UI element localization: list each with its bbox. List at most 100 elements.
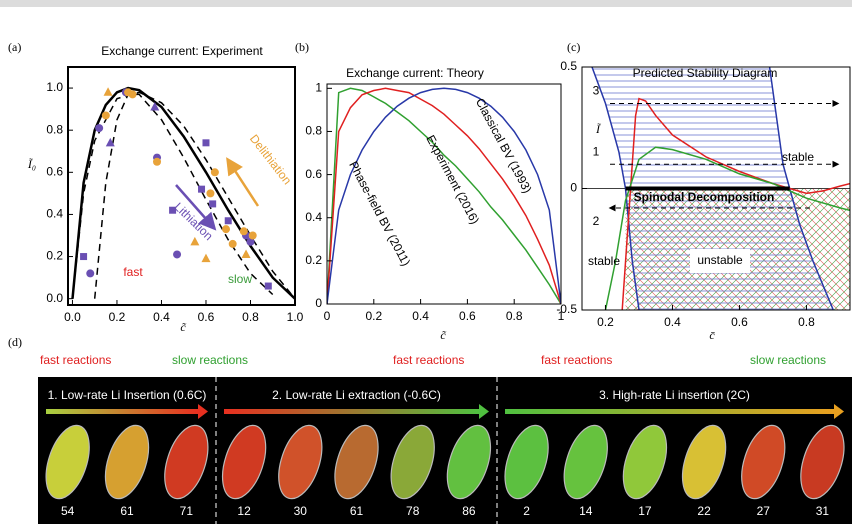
point — [202, 139, 209, 146]
y-tick-label: 0 — [315, 296, 322, 310]
trajectory-label: 1 — [593, 144, 600, 158]
y-tick-label: 0.6 — [46, 164, 63, 178]
annotation: stable — [782, 150, 814, 164]
panel-label: (c) — [567, 40, 580, 54]
section-title: 1. Low-rate Li Insertion (0.6C) — [48, 388, 207, 402]
y-tick-label: 0.4 — [46, 207, 63, 221]
point — [229, 240, 237, 248]
annotation: slow — [228, 272, 252, 286]
reaction-label: slow reactions — [172, 353, 248, 367]
top-band — [0, 0, 852, 7]
point — [102, 111, 110, 119]
x-axis-label: c̃ — [440, 328, 446, 342]
delithiation-arrow — [228, 160, 258, 206]
point — [80, 253, 87, 260]
y-axis-label: Ĩ₀ — [27, 157, 36, 171]
section-title: 3. High-rate Li insertion (2C) — [599, 388, 750, 402]
rate-arrow — [46, 409, 198, 414]
x-tick-label: 0.4 — [412, 309, 429, 323]
y-tick-label: 0.2 — [46, 249, 63, 263]
y-tick-label: 0.2 — [305, 253, 322, 267]
x-tick-label: 0.4 — [153, 310, 170, 324]
panel-label: (a) — [8, 40, 21, 54]
x-tick-label: 0.4 — [664, 315, 681, 329]
panel: (b) Exchange current: Theory c̃ 0 0.2 0.4 0.6 0… — [295, 40, 565, 342]
point — [265, 283, 272, 290]
reaction-label: slow reactions — [750, 353, 826, 367]
figure: (a)Exchange current: Experimentc̃Ĩ₀0.00.… — [0, 0, 852, 524]
frame-label: 27 — [757, 504, 771, 518]
annotation: stable — [588, 254, 620, 268]
x-tick-label: 0.2 — [365, 309, 382, 323]
y-tick-label: 0.5 — [560, 59, 577, 73]
trajectory-label: 3 — [593, 84, 600, 98]
point — [242, 249, 251, 258]
frame-label: 61 — [350, 504, 364, 518]
y-axis-label: Ĩ — [595, 122, 602, 136]
curve — [327, 88, 561, 304]
frame-label: 22 — [697, 504, 711, 518]
x-tick-label: 0.8 — [506, 309, 523, 323]
point — [249, 231, 257, 239]
rate-arrow — [224, 409, 479, 414]
point — [95, 124, 103, 132]
x-axis-label: c̄ — [709, 328, 715, 342]
x-tick-label: 0.0 — [64, 310, 81, 324]
y-tick-label: 1.0 — [46, 80, 63, 94]
frame-label: 71 — [180, 504, 194, 518]
frame-label: 14 — [579, 504, 593, 518]
curve — [327, 88, 561, 304]
point — [129, 90, 137, 98]
plot-area — [327, 88, 561, 304]
x-tick-label: 0.2 — [109, 310, 126, 324]
x-tick-label: 0.6 — [459, 309, 476, 323]
y-tick-label: 0.8 — [305, 124, 322, 138]
point — [173, 250, 181, 258]
x-tick-label: 0 — [324, 309, 331, 323]
y-tick-label: 0 — [570, 181, 577, 195]
frame-label: 31 — [816, 504, 830, 518]
y-tick-label: 0.0 — [46, 291, 63, 305]
point — [198, 186, 205, 193]
annotation: Spinodal Decomposition — [634, 190, 775, 204]
x-tick-label: 0.8 — [242, 310, 259, 324]
point — [153, 158, 161, 166]
x-axis-label: c̃ — [180, 320, 186, 334]
rate-arrow — [505, 409, 834, 414]
annotation: Experiment (2016) — [423, 133, 482, 227]
point — [240, 227, 248, 235]
reaction-label: fast reactions — [541, 353, 612, 367]
y-tick-label: 0.8 — [46, 122, 63, 136]
chart-title: Predicted Stability Diagram — [633, 66, 778, 80]
x-tick-label: 0.2 — [597, 315, 614, 329]
annotation: fast — [123, 265, 143, 279]
y-tick-label: 0.4 — [305, 210, 322, 224]
y-tick-label: 0.6 — [305, 167, 322, 181]
frame-label: 2 — [523, 504, 530, 518]
panel: (c) Predicted Stability Diagram c̄ Ĩ 0.2 0.4 0… — [556, 40, 850, 342]
curve — [327, 88, 561, 304]
annotation: Phase-field BV (2011) — [346, 159, 413, 268]
point — [222, 225, 230, 233]
frame-label: 61 — [120, 504, 134, 518]
frame-label: 54 — [61, 504, 75, 518]
curve — [95, 94, 273, 298]
x-tick-label: 0.8 — [798, 315, 815, 329]
frame-label: 78 — [406, 504, 420, 518]
point — [225, 217, 232, 224]
frame-label: 30 — [294, 504, 308, 518]
point — [201, 254, 210, 263]
x-tick-label: 0.6 — [731, 315, 748, 329]
page: { "chart_data": [ {"type": "scatter", "l… — [0, 0, 852, 524]
section-title: 2. Low-rate Li extraction (-0.6C) — [272, 388, 441, 402]
panel-label: (b) — [295, 40, 309, 54]
chart-title: Exchange current: Theory — [346, 66, 484, 80]
y-tick-label: 1 — [315, 80, 322, 94]
y-tick-label: -0.5 — [556, 302, 577, 316]
frame-label: 12 — [237, 504, 251, 518]
chart-title: Exchange current: Experiment — [101, 44, 263, 58]
annotation: Delithiation — [247, 132, 295, 187]
trajectory-label: 2 — [593, 214, 600, 228]
point — [104, 87, 113, 96]
